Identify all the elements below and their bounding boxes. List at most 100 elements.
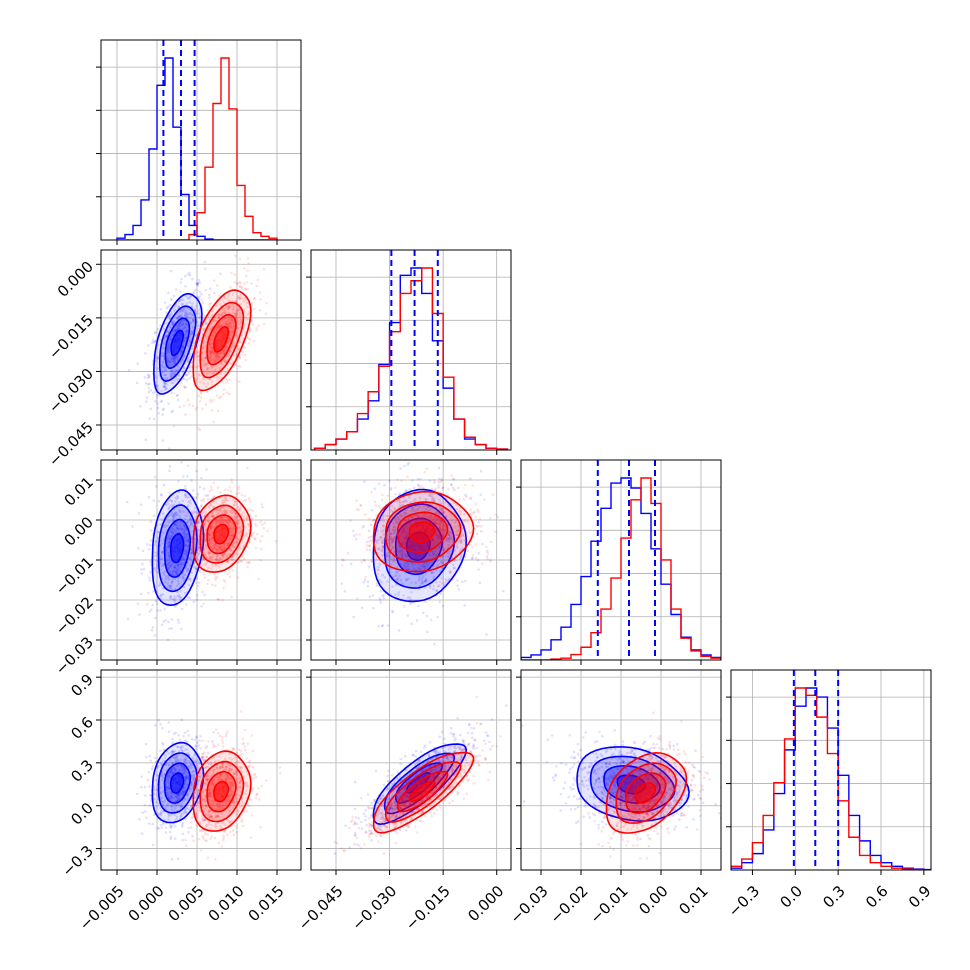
sample-point-red [208,302,211,306]
sample-point-red [432,542,436,546]
sample-point-red [408,595,412,599]
sample-point-red [220,826,223,830]
sample-point-red [186,545,190,548]
sample-point-blue [176,525,179,529]
sample-point-red [241,350,244,354]
sample-point-blue [419,477,422,481]
sample-point-red [216,766,219,770]
sample-point-blue [179,590,182,593]
sample-point-blue [406,564,410,568]
sample-point-blue [392,559,396,562]
sample-point-blue [195,555,198,558]
sample-point-red [478,517,482,521]
sample-point-blue [203,767,206,770]
sample-point-blue [363,559,366,562]
sample-point-red [210,814,213,818]
sample-point-red [232,344,235,348]
sample-point-red [237,326,240,330]
sample-point-red [203,576,207,579]
sample-point-red [236,282,239,285]
sample-point-blue [386,624,390,627]
sample-point-blue [144,743,148,746]
sample-point-blue [166,781,169,784]
sample-point-blue [212,731,215,734]
sample-point-red [218,767,222,770]
sample-point-blue [177,323,181,327]
sample-point-blue [456,533,459,537]
sample-point-blue [167,447,171,450]
sample-point-red [216,549,219,552]
sample-point-blue [167,314,171,318]
sample-point-blue [151,765,155,768]
sample-point-blue [195,741,199,744]
sample-point-blue [189,555,193,559]
sample-point-red [381,545,385,549]
sample-point-blue [427,561,431,565]
sample-point-blue [172,381,175,385]
sample-point-red [221,556,225,559]
sample-point-blue [162,407,165,411]
sample-point-blue [190,332,194,336]
sample-point-red [250,302,254,305]
sample-point-red [223,580,227,583]
sample-point-blue [174,571,177,574]
sample-point-red [209,792,212,795]
sample-point-blue [198,295,201,299]
sample-point-blue [437,545,441,549]
sample-point-blue [160,774,163,777]
sample-point-blue [189,312,192,315]
sample-point-blue [172,767,176,770]
sample-point-red [209,545,212,549]
sample-point-red [227,306,230,310]
sample-point-red [356,597,359,600]
sample-point-red [209,350,212,353]
sample-point-blue [170,298,174,302]
sample-point-red [234,552,237,556]
sample-point-red [455,542,459,545]
sample-point-red [201,790,204,794]
sample-point-blue [176,563,180,567]
sample-point-blue [169,337,172,340]
sample-point-blue [148,754,152,758]
sample-point-blue [424,600,427,603]
sample-point-blue [400,556,404,560]
sample-point-blue [186,544,190,548]
sample-point-blue [147,375,151,379]
sample-point-blue [164,381,167,385]
contour-red [408,521,436,543]
sample-point-red [434,505,438,509]
sample-point-red [240,800,244,803]
sample-point-blue [391,540,395,543]
sample-point-red [209,400,213,404]
sample-point-red [214,319,218,323]
sample-point-blue [164,368,167,372]
sample-point-blue [368,595,372,599]
sample-point-red [225,345,228,348]
sample-point-blue [168,498,172,502]
sample-point-blue [371,594,375,597]
sample-point-blue [164,366,167,370]
sample-point-blue [187,577,191,581]
sample-point-red [228,321,232,325]
sample-point-red [235,812,238,816]
sample-point-blue [186,345,190,348]
sample-point-red [450,474,453,477]
sample-point-blue [190,783,194,786]
sample-point-red [454,521,458,524]
sample-point-blue [186,539,190,542]
sample-point-red [235,352,239,356]
sample-point-red [209,485,213,489]
sample-point-blue [204,288,208,292]
sample-point-blue [154,778,158,782]
sample-point-red [202,345,205,349]
sample-point-blue [432,551,436,555]
contour-red [192,289,252,392]
sample-point-red [389,486,393,490]
sample-point-blue [154,356,158,359]
sample-point-blue [397,591,401,594]
sample-point-blue [172,503,175,506]
sample-point-blue [157,718,160,722]
sample-point-blue [170,356,173,360]
sample-point-red [430,538,434,541]
sample-point-blue [214,542,217,546]
